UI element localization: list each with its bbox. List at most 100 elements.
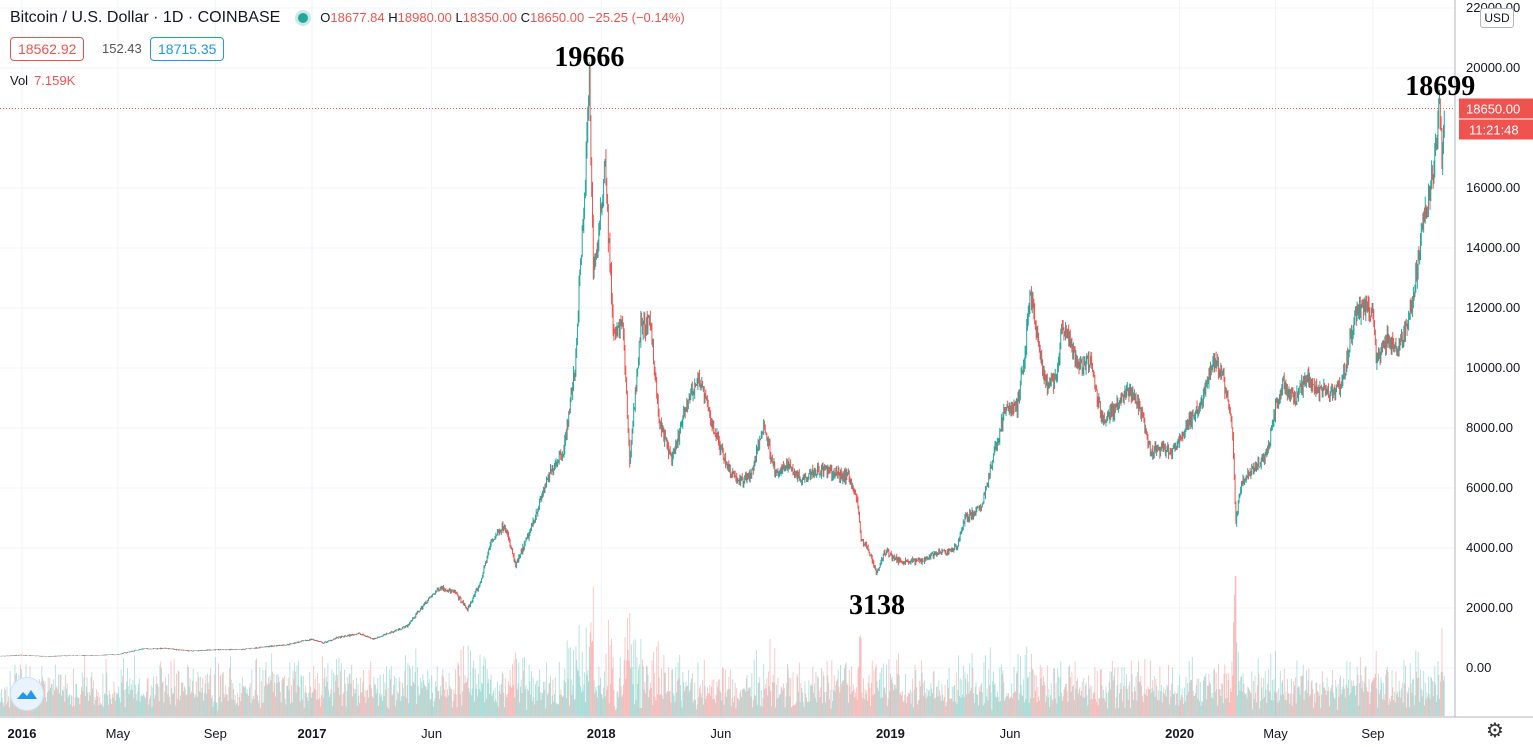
volume-bar [818, 691, 820, 716]
volume-bar [1342, 686, 1344, 716]
volume-bar [1306, 692, 1308, 716]
volume-bar [562, 695, 564, 716]
volume-bar [676, 692, 677, 716]
volume-bar [140, 695, 142, 716]
volume-bar [1004, 701, 1006, 716]
volume-bar [1150, 692, 1152, 716]
volume-bar [786, 683, 788, 716]
volume-bar [848, 669, 850, 716]
volume-bar [5, 704, 7, 716]
volume-bar [1315, 682, 1317, 716]
volume-bar [314, 679, 316, 716]
volume-bar [407, 663, 409, 716]
volume-bar [142, 693, 144, 716]
volume-bar [385, 689, 387, 716]
volume-bar [97, 691, 99, 716]
volume-bar [460, 649, 462, 716]
volume-bar [503, 692, 505, 716]
volume-bar [390, 679, 391, 716]
volume-bar [945, 706, 947, 716]
y-tick-label: 2000.00 [1466, 600, 1513, 615]
volume-bar [127, 686, 129, 716]
volume-bar [168, 696, 170, 716]
volume-bar [1151, 688, 1153, 716]
volume-bar [1031, 668, 1033, 716]
volume-bar [535, 680, 537, 716]
volume-bar [1099, 697, 1101, 716]
volume-bar [370, 661, 372, 716]
volume-bar [210, 697, 212, 716]
volume-bar [832, 689, 834, 716]
volume-bar [772, 675, 774, 716]
volume-bar [65, 688, 67, 716]
gear-icon[interactable]: ⚙ [1486, 720, 1504, 742]
volume-bar [130, 689, 132, 716]
volume-bar [166, 685, 168, 716]
time-axis[interactable]: 2016 May Sep 2017 Jun 2018 Jun 2019 Jun 2020 May Se… [0, 716, 1533, 741]
volume-bar [570, 679, 572, 716]
volume-bar [917, 700, 919, 716]
volume-bar [423, 680, 425, 716]
volume-bar [276, 683, 278, 716]
volume-bar [516, 689, 518, 716]
volume-bar [1200, 705, 1202, 716]
volume-bar [430, 698, 432, 716]
volume-bar [869, 688, 871, 716]
volume-bar [1108, 682, 1110, 716]
volume-bar [660, 693, 662, 716]
symbol-title[interactable]: Bitcoin / U.S. Dollar · 1D · COINBASE [10, 9, 281, 26]
volume-bar [657, 694, 658, 716]
volume-bar [756, 649, 758, 716]
volume-bar [573, 650, 574, 716]
tradingview-cloud-icon[interactable] [10, 677, 44, 711]
volume-bar [69, 704, 71, 716]
volume-bar [718, 680, 719, 716]
volume-bar [626, 660, 628, 716]
volume-bar [168, 673, 170, 716]
buy-price-button[interactable]: 18715.35 [150, 37, 225, 61]
volume-bar [790, 707, 792, 716]
volume-bar [1092, 699, 1093, 716]
volume-bar [1120, 689, 1122, 716]
volume-bar [797, 676, 799, 716]
volume-bar [1226, 698, 1228, 716]
volume-bar [592, 586, 594, 716]
volume-bar [1160, 691, 1162, 716]
volume-bar [622, 694, 624, 716]
volume-bar [557, 703, 559, 716]
volume-bar [195, 681, 197, 716]
volume-bar [58, 693, 60, 716]
volume-bar [120, 669, 122, 716]
volume-bar [1325, 690, 1326, 716]
volume-bar [566, 640, 568, 716]
y-tick-label: 10000.00 [1466, 360, 1520, 375]
volume-bar [1138, 660, 1139, 716]
volume-bar [1019, 656, 1021, 716]
volume-bar [386, 666, 387, 716]
volume-bar [761, 706, 763, 716]
volume-bar [59, 674, 61, 716]
volume-bar [1426, 692, 1428, 716]
volume-bar [1181, 688, 1183, 716]
volume-bar [558, 661, 560, 716]
sell-price-button[interactable]: 18562.92 [10, 37, 85, 61]
volume-bar [62, 689, 63, 716]
volume-bar [129, 678, 131, 716]
volume-bar [184, 688, 186, 716]
volume-bar [468, 688, 470, 716]
volume-bar [809, 685, 811, 716]
volume-bar [851, 666, 853, 716]
volume-bar [1084, 697, 1086, 716]
volume-bar [1050, 683, 1052, 716]
volume-bar [256, 658, 258, 716]
volume-bar [294, 662, 296, 716]
volume-bar [1082, 697, 1084, 716]
volume-bar [126, 681, 128, 716]
volume-bar [1284, 699, 1286, 716]
volume-bar [1359, 657, 1361, 716]
volume-bar [698, 696, 700, 716]
currency-button[interactable]: USD [1480, 8, 1514, 28]
volume-bar [494, 687, 496, 716]
price-axis[interactable]: 22000.0020000.0016000.0014000.0012000.00… [1454, 0, 1533, 747]
